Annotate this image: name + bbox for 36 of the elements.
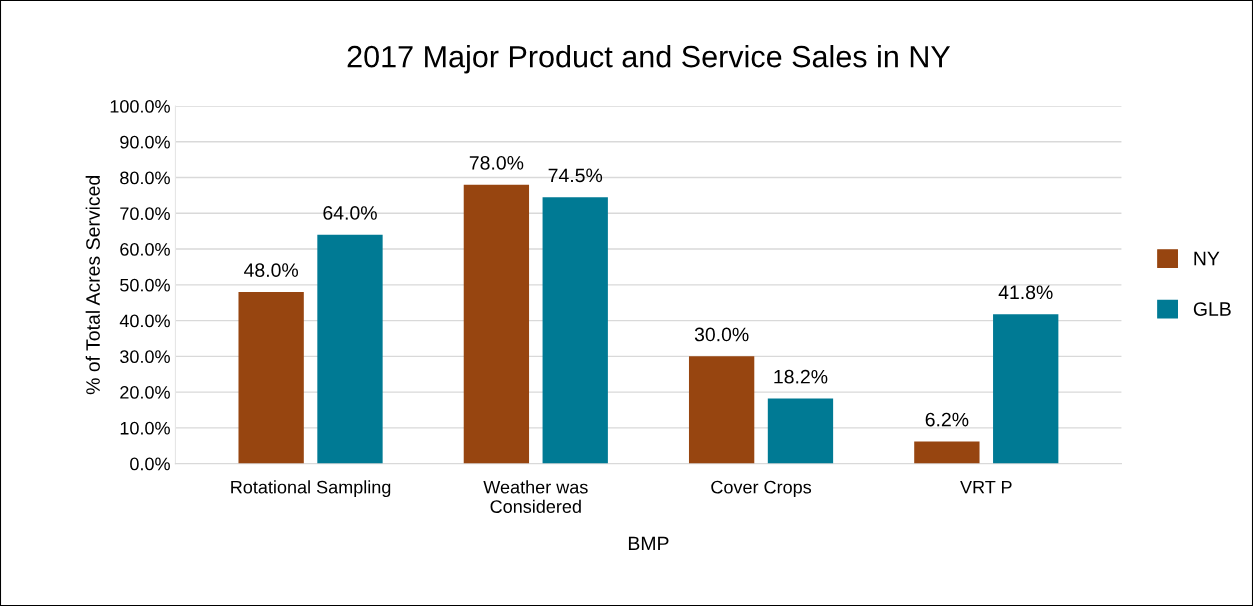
data-label: 48.0%: [244, 263, 299, 278]
bar: [767, 398, 834, 464]
y-tick-label: 10.0%: [120, 421, 170, 435]
bar: [463, 184, 530, 464]
y-tick-label: 100.0%: [110, 99, 170, 113]
chart-title: 2017 Major Product and Service Sales in NY: [347, 45, 951, 74]
y-tick-label: 20.0%: [120, 386, 170, 399]
y-tick-label: 60.0%: [120, 243, 170, 256]
legend-label: GLB: [1193, 302, 1231, 316]
x-tick-label: Rotational Sampling: [231, 480, 391, 498]
data-label: 30.0%: [694, 327, 749, 342]
x-tick-label: VRT P: [960, 480, 1012, 494]
bar: [317, 234, 383, 464]
x-tick-label: Cover Crops: [711, 480, 812, 498]
x-axis-title: BMP: [628, 536, 669, 551]
data-label: 18.2%: [774, 369, 828, 384]
y-tick-label: 0.0%: [130, 457, 170, 471]
bar: [542, 197, 608, 464]
y-tick-label: 90.0%: [120, 135, 170, 149]
data-label: 6.2%: [925, 412, 969, 427]
y-tick-label: 40.0%: [119, 314, 170, 328]
y-tick-label: 50.0%: [120, 278, 170, 292]
y-axis-title: % of Total Acres Serviced: [85, 176, 100, 395]
legend-label: NY: [1194, 251, 1220, 266]
bar: [993, 314, 1059, 464]
data-label: 78.0%: [469, 155, 524, 170]
bar: [238, 291, 304, 464]
x-tick-label: Weather was Considered: [483, 480, 588, 513]
y-tick-label: 80.0%: [120, 171, 170, 185]
bar: [914, 441, 980, 464]
y-tick-label: 30.0%: [120, 350, 170, 364]
data-label: 41.8%: [998, 285, 1053, 300]
data-label: 64.0%: [323, 206, 377, 220]
data-label: 74.5%: [548, 168, 603, 183]
y-tick-label: 70.0%: [120, 207, 170, 221]
bar: [688, 356, 755, 464]
